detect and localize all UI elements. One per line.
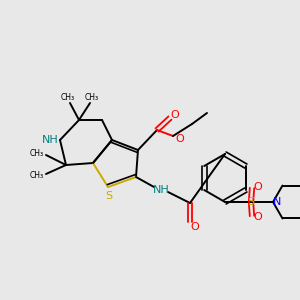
Text: O: O: [254, 212, 262, 222]
Text: O: O: [176, 134, 184, 144]
Text: CH₃: CH₃: [30, 172, 44, 181]
Text: N: N: [273, 197, 281, 207]
Text: NH: NH: [153, 185, 169, 195]
Text: O: O: [254, 182, 262, 192]
Text: O: O: [171, 110, 179, 120]
Text: O: O: [190, 222, 200, 232]
Text: S: S: [105, 191, 112, 201]
Text: NH: NH: [42, 135, 58, 145]
Text: CH₃: CH₃: [85, 94, 99, 103]
Text: CH₃: CH₃: [61, 94, 75, 103]
Text: S: S: [248, 197, 255, 207]
Text: CH₃: CH₃: [30, 148, 44, 158]
